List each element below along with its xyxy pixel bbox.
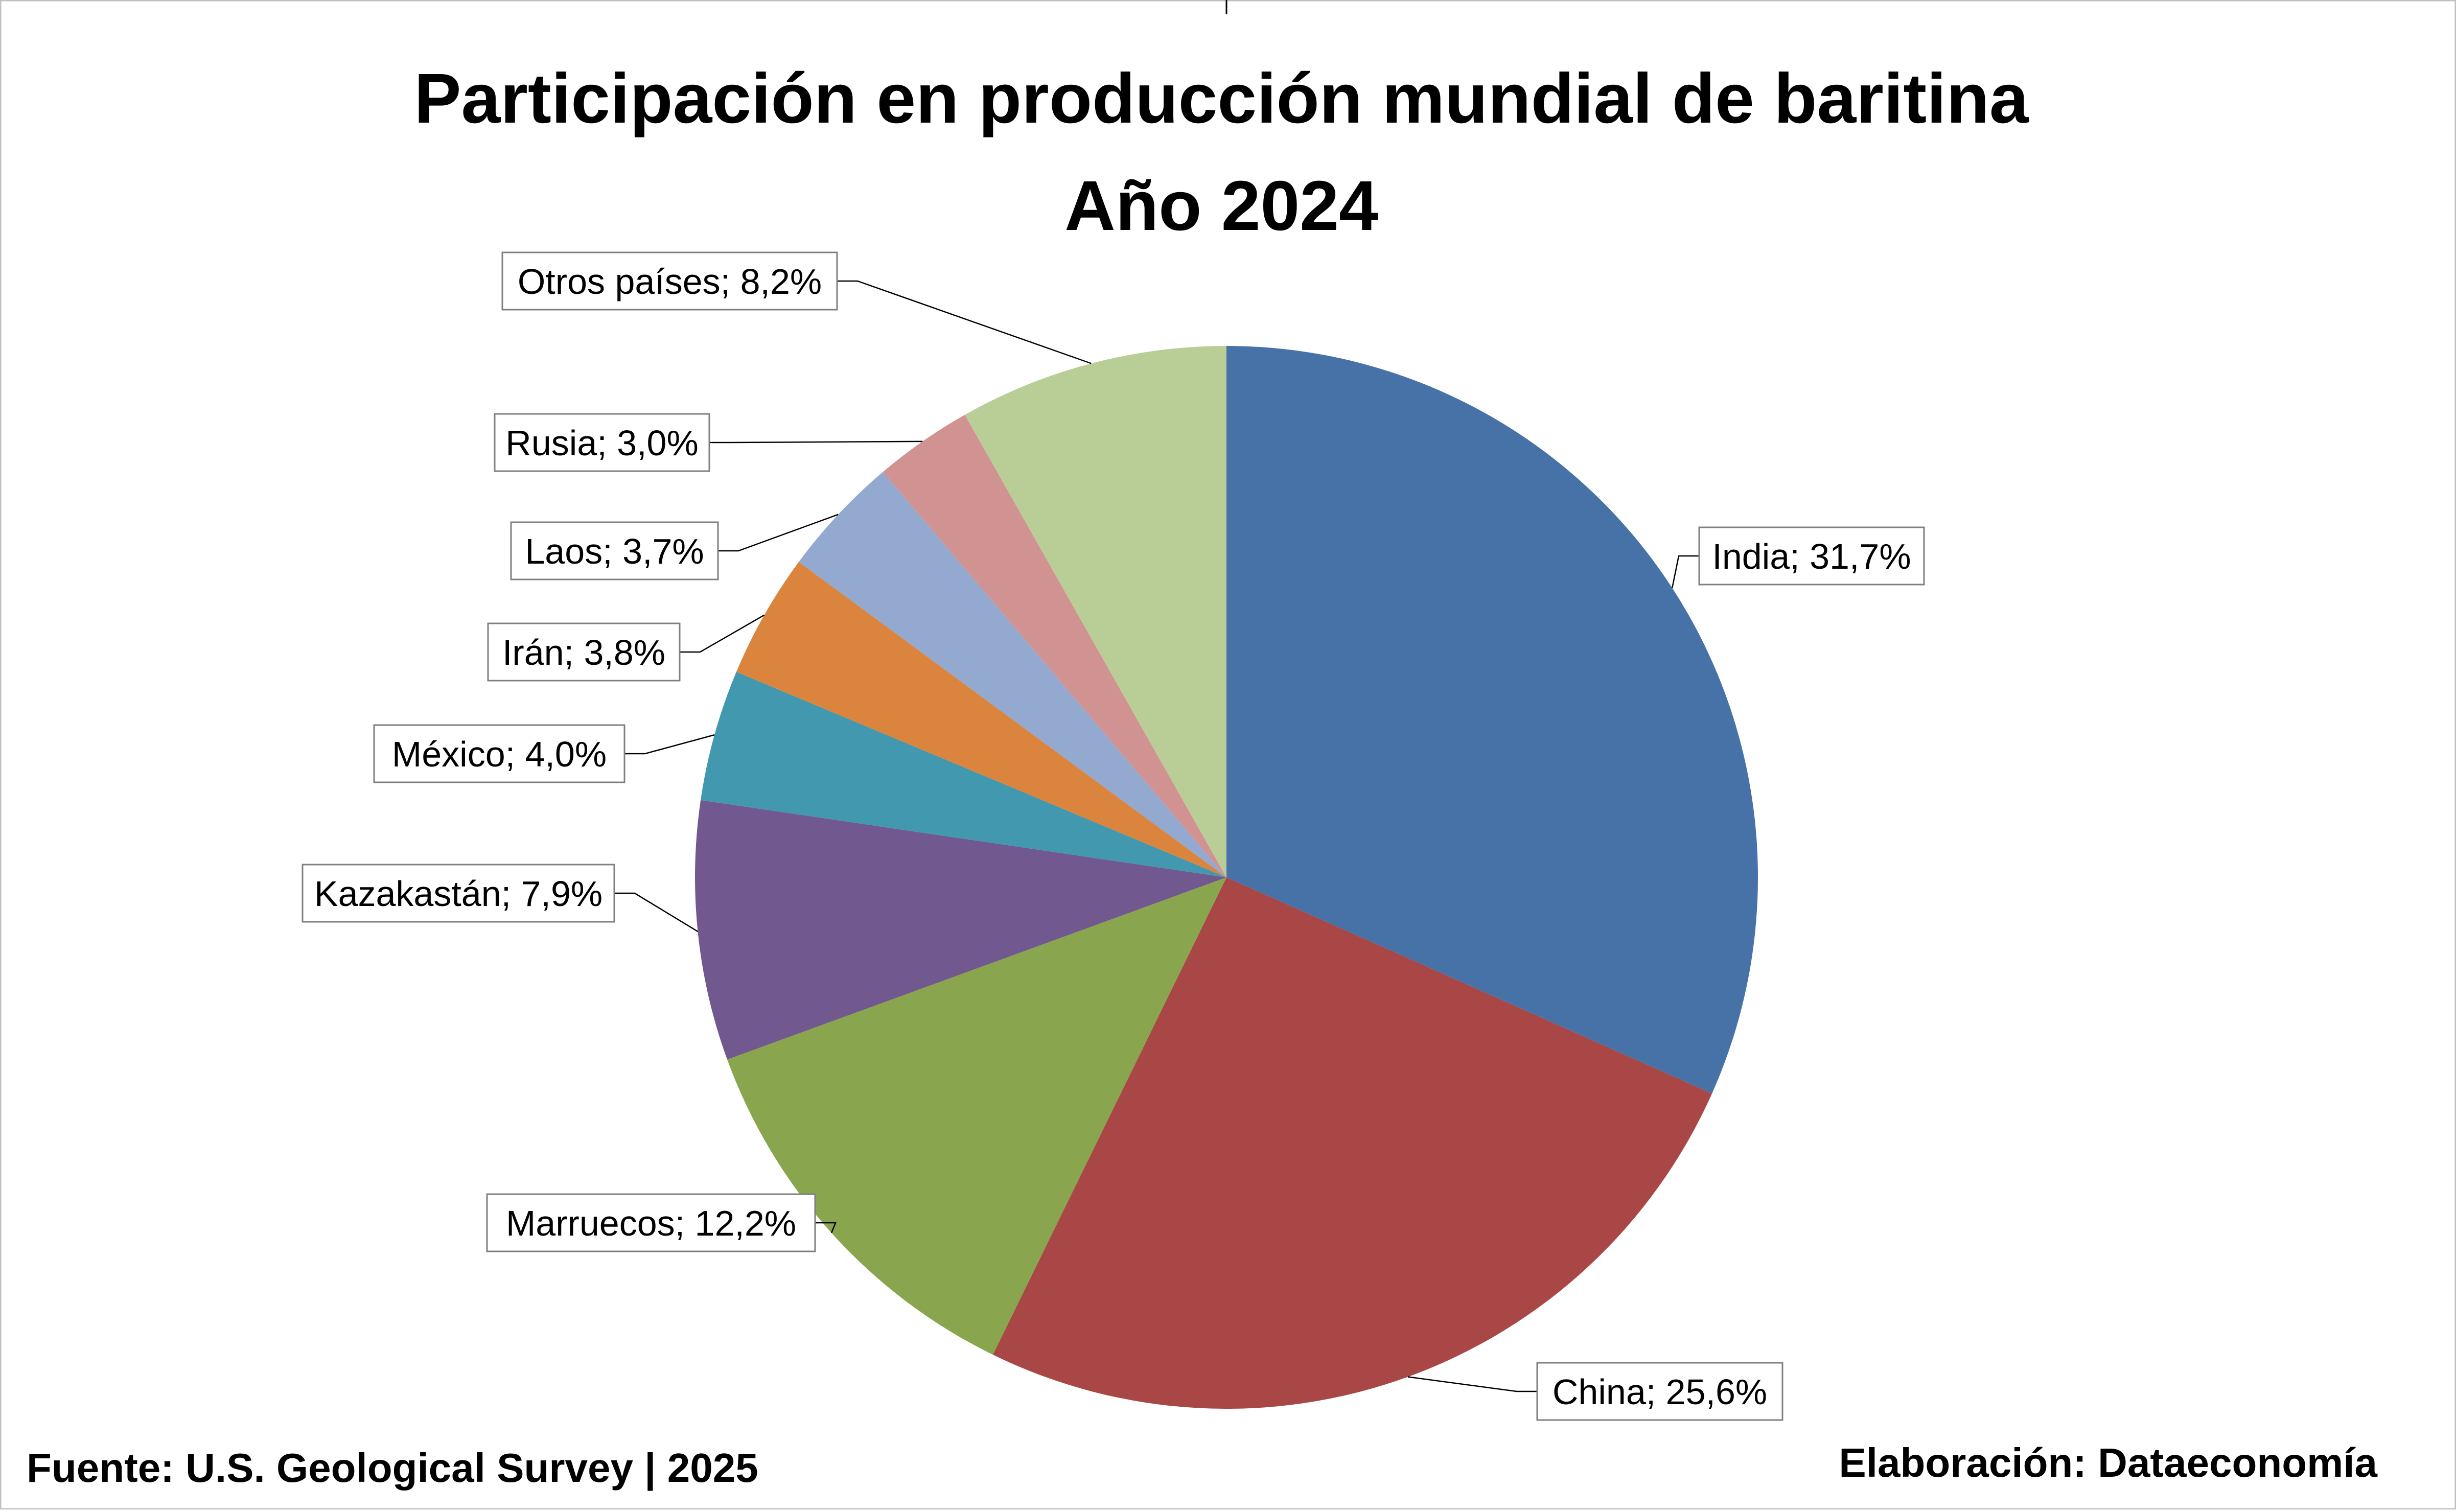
slice-mexico <box>701 671 1226 877</box>
leader-laos <box>718 514 839 552</box>
label-china: China; 25,6% <box>1553 1372 1767 1412</box>
chart-title-line-2: Año 2024 <box>1064 167 1378 245</box>
label-otros-paises: Otros países; 8,2% <box>518 262 822 301</box>
label-box-china <box>1536 1362 1783 1421</box>
leader-marruecos <box>815 1222 837 1234</box>
label-box-mexico <box>373 724 625 783</box>
label-iran: Irán; 3,8% <box>502 633 665 672</box>
slice-iran <box>736 562 1226 877</box>
leader-iran <box>680 614 765 653</box>
slice-marruecos <box>727 877 1226 1355</box>
label-kazakastan: Kazakastán; 7,9% <box>314 874 603 914</box>
label-box-laos <box>510 521 719 580</box>
data-labels: India; 31,7% China; 25,6% Marruecos; 12,2%… <box>302 251 1925 1421</box>
slice-india <box>1226 346 1758 1094</box>
label-box-india <box>1698 526 1925 586</box>
label-box-kazakastan <box>302 864 615 923</box>
credit-note: Elaboración: Dataeconomía <box>1839 1440 2377 1485</box>
slice-kazakastan <box>695 800 1226 1060</box>
slice-laos <box>799 472 1226 877</box>
leader-china <box>1407 1376 1537 1392</box>
label-marruecos: Marruecos; 12,2% <box>506 1203 796 1243</box>
leader-otros-paises <box>837 280 1092 364</box>
label-box-marruecos <box>486 1193 816 1252</box>
label-rusia: Rusia; 3,0% <box>505 423 698 463</box>
leader-lines <box>614 280 1699 1392</box>
leader-india <box>1672 555 1699 588</box>
chart-title-line-1: Participación en producción mundial de b… <box>414 59 2029 138</box>
pie-slices <box>695 346 1758 1409</box>
leader-rusia <box>709 440 923 444</box>
label-india: India; 31,7% <box>1712 537 1911 576</box>
source-note: Fuente: U.S. Geological Survey | 2025 <box>27 1445 758 1491</box>
label-mexico: México; 4,0% <box>392 734 607 774</box>
label-laos: Laos; 3,7% <box>525 531 704 571</box>
slice-rusia <box>883 414 1226 877</box>
slice-china <box>992 877 1712 1409</box>
label-box-rusia <box>494 413 710 472</box>
label-box-iran <box>487 622 681 682</box>
slice-otros-paises <box>965 346 1226 877</box>
label-box-otros-paises <box>501 251 838 311</box>
leader-mexico <box>624 734 715 755</box>
leader-kazakastan <box>614 892 699 932</box>
